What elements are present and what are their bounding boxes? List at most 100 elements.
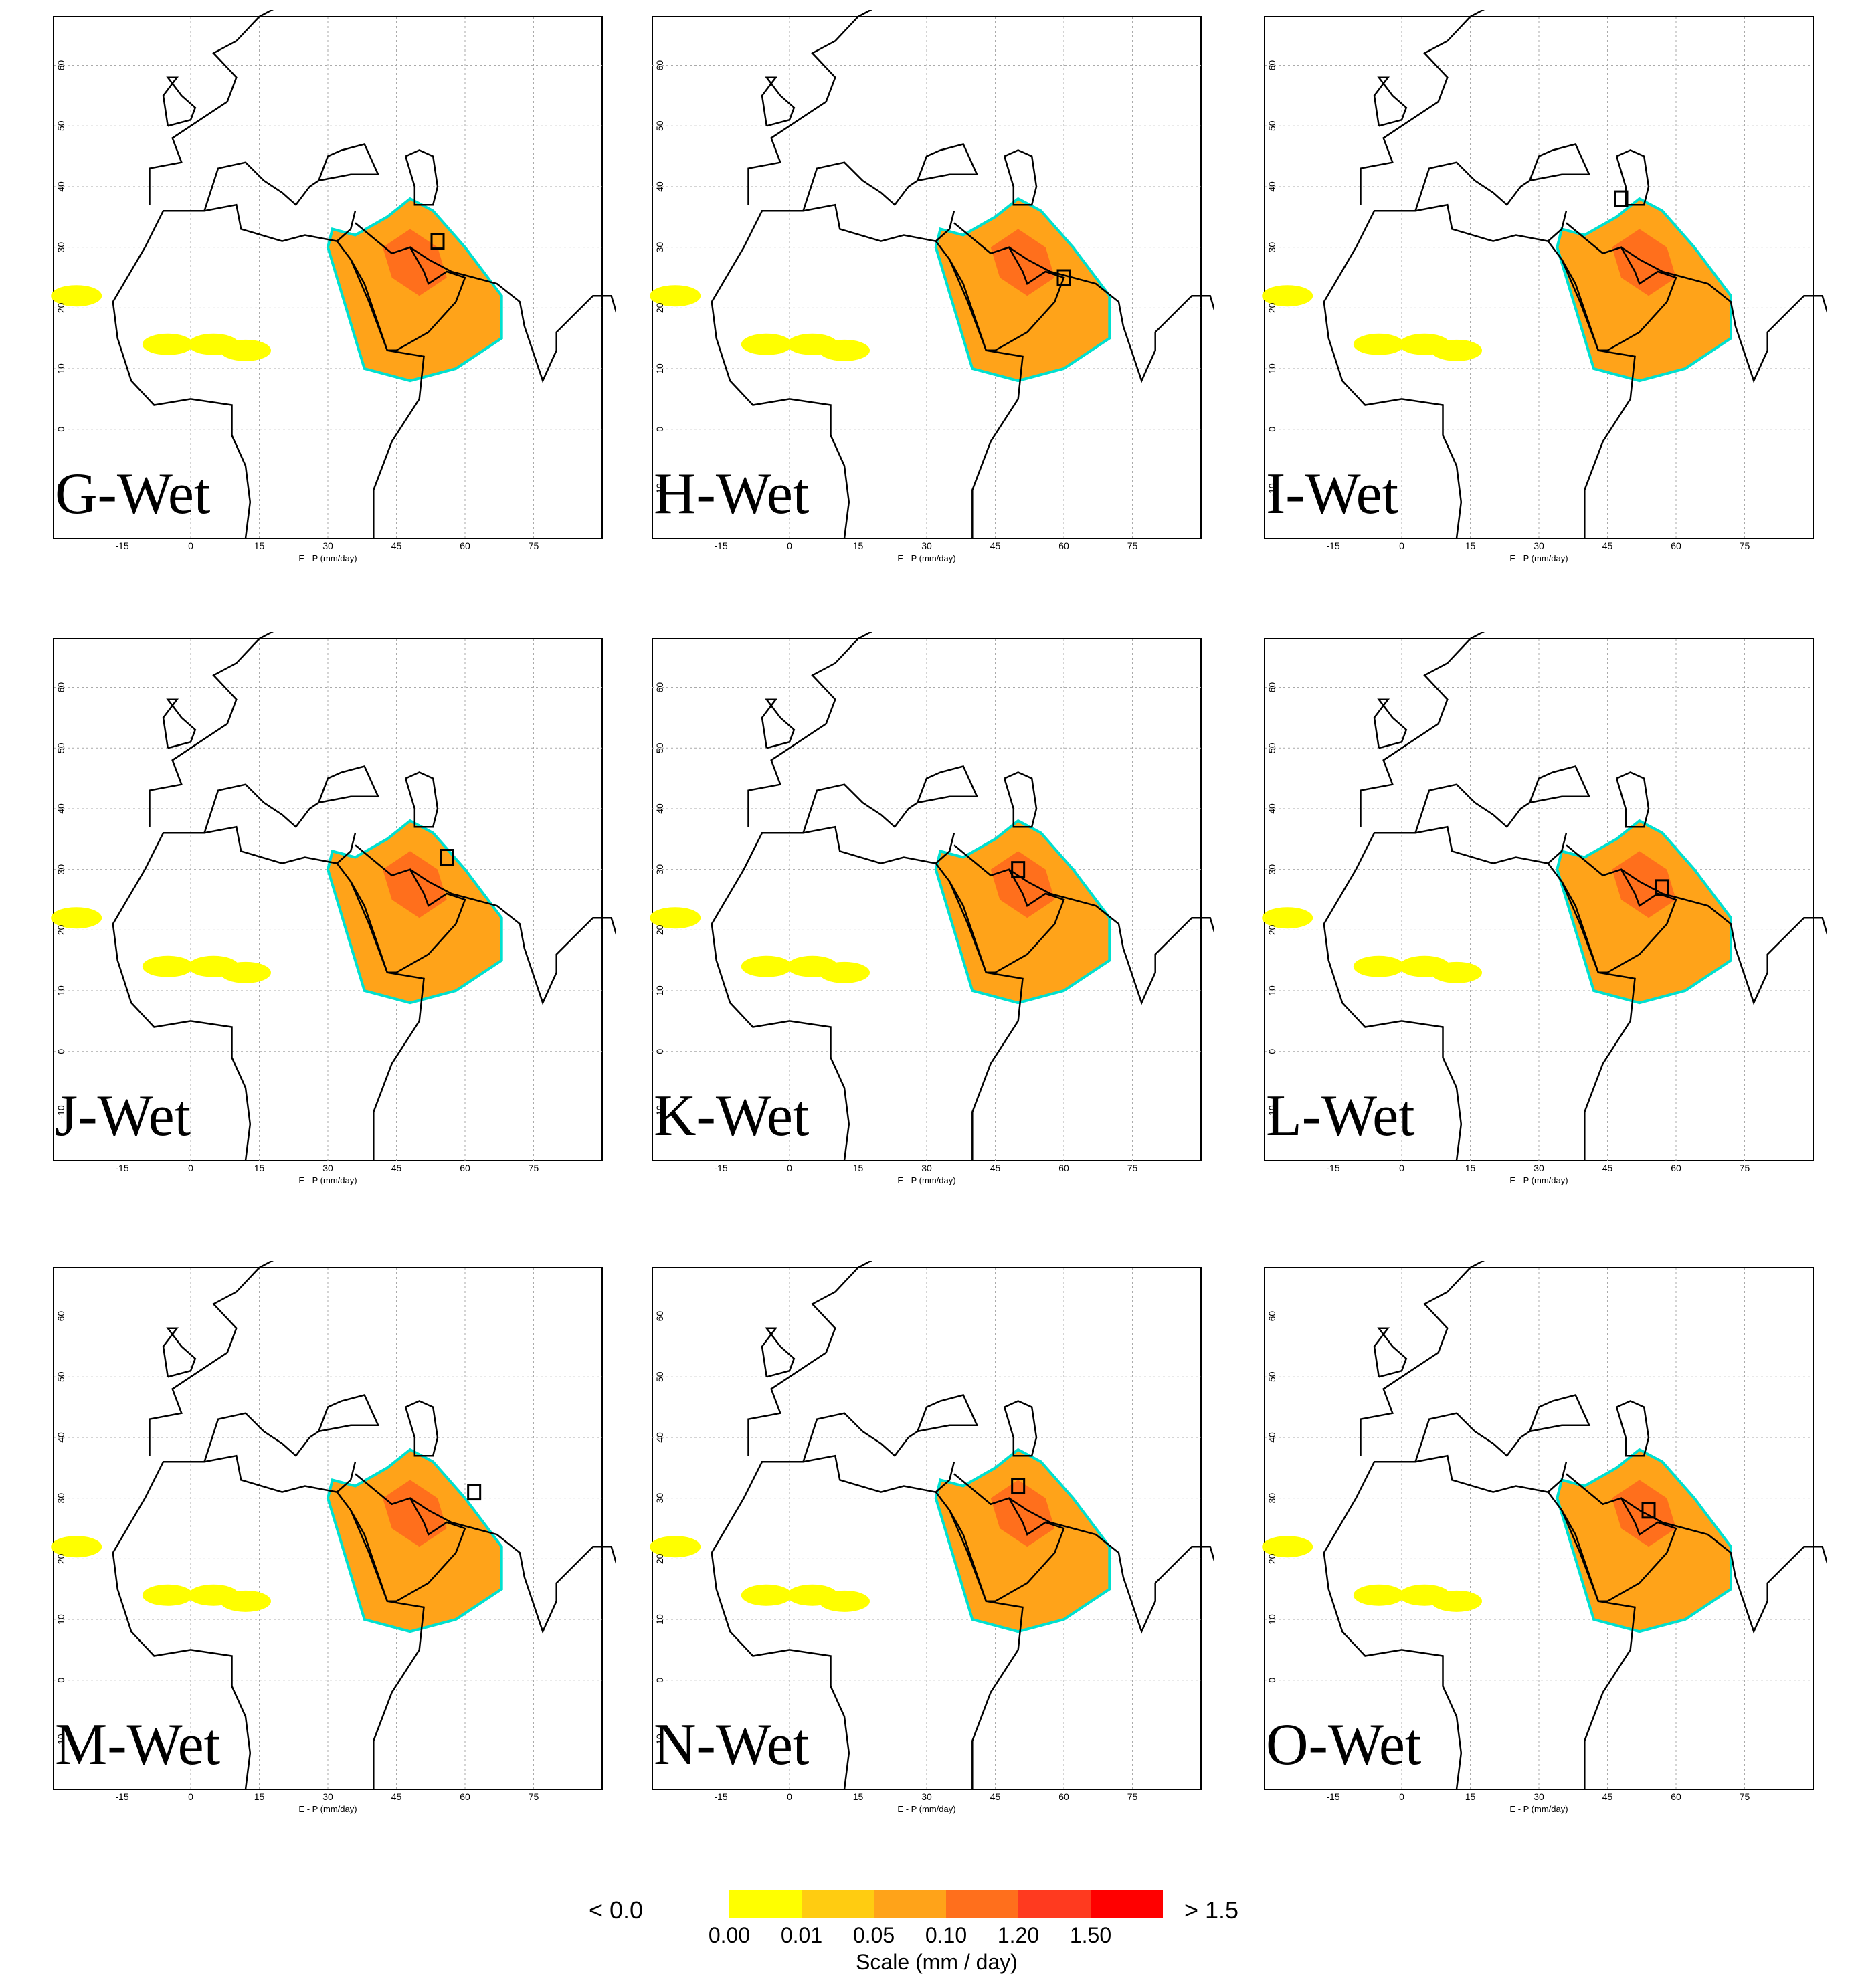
coastline xyxy=(1547,240,1636,538)
x-tick-label: 0 xyxy=(188,1791,193,1802)
x-tick-label: -15 xyxy=(714,1163,727,1173)
coastline xyxy=(162,698,197,749)
y-tick-label: 10 xyxy=(654,985,665,996)
y-tick-label: 40 xyxy=(1267,181,1277,192)
y-tick-label: 10 xyxy=(654,363,665,374)
moisture-patch xyxy=(220,961,271,983)
x-tick-label: 0 xyxy=(787,540,792,551)
panel-label: M-Wet xyxy=(55,1712,221,1777)
map-panel-g-wet: -15 0 15 30 45 60 75 -10 0 10 20 30 40 50 60 G-Wet E - P… xyxy=(40,10,616,563)
coastline xyxy=(1323,203,1568,302)
x-axis-label: E - P (mm/day) xyxy=(897,1804,956,1814)
moisture-patch xyxy=(51,1536,102,1558)
map-svg: -15 0 15 30 45 60 75 -10 0 10 20 30 40 50 60 xyxy=(1262,632,1827,1173)
y-tick-label: 60 xyxy=(56,682,66,693)
moisture-source-core xyxy=(383,851,447,918)
coastline xyxy=(409,246,616,383)
x-tick-label: 30 xyxy=(1534,1791,1544,1802)
coastline xyxy=(1414,783,1530,833)
target-region-box xyxy=(1011,1478,1026,1495)
coastline xyxy=(1529,765,1591,804)
x-tick-label: 15 xyxy=(1465,1163,1476,1173)
x-axis-label: E - P (mm/day) xyxy=(298,1804,357,1814)
legend-tick-label: 1.20 xyxy=(997,1923,1040,1947)
y-tick-label: 50 xyxy=(654,742,665,753)
x-tick-label: 60 xyxy=(460,1163,470,1173)
target-region-box xyxy=(440,849,454,866)
moisture-patch xyxy=(51,285,102,307)
coastline xyxy=(1547,1491,1636,1789)
map-frame xyxy=(652,16,1202,539)
y-tick-label: 40 xyxy=(56,181,66,192)
coastline xyxy=(1414,1412,1530,1462)
coastline xyxy=(1323,1553,1463,1790)
x-tick-label: 0 xyxy=(787,1163,792,1173)
x-tick-label: 15 xyxy=(1465,1791,1476,1802)
coastline xyxy=(112,203,357,302)
coastline xyxy=(935,862,1024,1161)
coastline xyxy=(1008,1497,1214,1634)
y-tick-label: 40 xyxy=(56,803,66,814)
y-tick-label: 0 xyxy=(654,1049,665,1054)
map-panel-l-wet: -15 0 15 30 45 60 75 -10 0 10 20 30 40 50 60 L-Wet E - P… xyxy=(1251,632,1827,1185)
panel-label: H-Wet xyxy=(654,462,810,526)
coastline xyxy=(711,302,850,539)
coastline xyxy=(1529,1394,1591,1433)
y-tick-label: 30 xyxy=(1267,242,1277,253)
coastline xyxy=(917,143,979,182)
map-frame xyxy=(53,638,603,1161)
map-frame xyxy=(1264,16,1814,539)
x-tick-label: 75 xyxy=(1127,540,1138,551)
y-tick-label: 50 xyxy=(1267,742,1277,753)
coastline xyxy=(203,783,319,833)
coastline xyxy=(1323,825,1568,924)
moisture-patch xyxy=(1431,339,1482,361)
x-tick-label: 60 xyxy=(1058,540,1069,551)
x-tick-label: -15 xyxy=(115,540,128,551)
y-tick-label: 60 xyxy=(1267,60,1277,71)
y-tick-label: 40 xyxy=(1267,1432,1277,1443)
moisture-patch xyxy=(220,1590,271,1612)
y-tick-label: 40 xyxy=(654,803,665,814)
coastline xyxy=(1561,1473,1677,1603)
x-tick-label: 75 xyxy=(529,1791,539,1802)
coastline xyxy=(1616,1400,1650,1457)
y-tick-label: 40 xyxy=(654,1432,665,1443)
x-tick-label: 15 xyxy=(254,1163,265,1173)
coastline xyxy=(949,1473,1065,1603)
y-tick-label: 10 xyxy=(56,363,66,374)
moisture-patch xyxy=(741,955,792,977)
coastline xyxy=(1008,868,1214,1005)
moisture-patch xyxy=(650,907,701,929)
y-tick-label: 0 xyxy=(56,1049,66,1054)
map-frame xyxy=(652,638,1202,1161)
y-tick-label: 60 xyxy=(654,1311,665,1322)
x-tick-label: 60 xyxy=(1058,1163,1069,1173)
y-tick-label: 50 xyxy=(56,742,66,753)
coastline xyxy=(802,161,918,211)
map-panel-o-wet: -15 0 15 30 45 60 75 -10 0 10 20 30 40 50 60 O-Wet E - P… xyxy=(1251,1261,1827,1814)
x-tick-label: 60 xyxy=(460,540,470,551)
moisture-patch xyxy=(650,285,701,307)
coastline xyxy=(747,10,873,205)
moisture-patch xyxy=(1353,333,1404,355)
moisture-source-core xyxy=(383,1480,447,1547)
x-tick-label: 45 xyxy=(391,1163,402,1173)
moisture-patch xyxy=(819,339,870,361)
y-tick-label: 40 xyxy=(654,181,665,192)
coastline xyxy=(409,1497,616,1634)
y-tick-label: 30 xyxy=(654,864,665,875)
x-tick-label: 60 xyxy=(460,1791,470,1802)
coastline xyxy=(149,1261,274,1456)
coastline xyxy=(1620,868,1827,1005)
coastline xyxy=(761,76,796,127)
coastline xyxy=(112,825,357,924)
map-svg: -15 0 15 30 45 60 75 -10 0 10 20 30 40 50 60 xyxy=(1262,1261,1827,1802)
y-tick-label: 30 xyxy=(56,242,66,253)
y-tick-label: 0 xyxy=(56,1678,66,1683)
coastline xyxy=(112,302,252,539)
coastline xyxy=(318,143,380,182)
x-tick-label: 45 xyxy=(990,1791,1001,1802)
moisture-patch xyxy=(819,1590,870,1612)
coastline xyxy=(1616,771,1650,828)
